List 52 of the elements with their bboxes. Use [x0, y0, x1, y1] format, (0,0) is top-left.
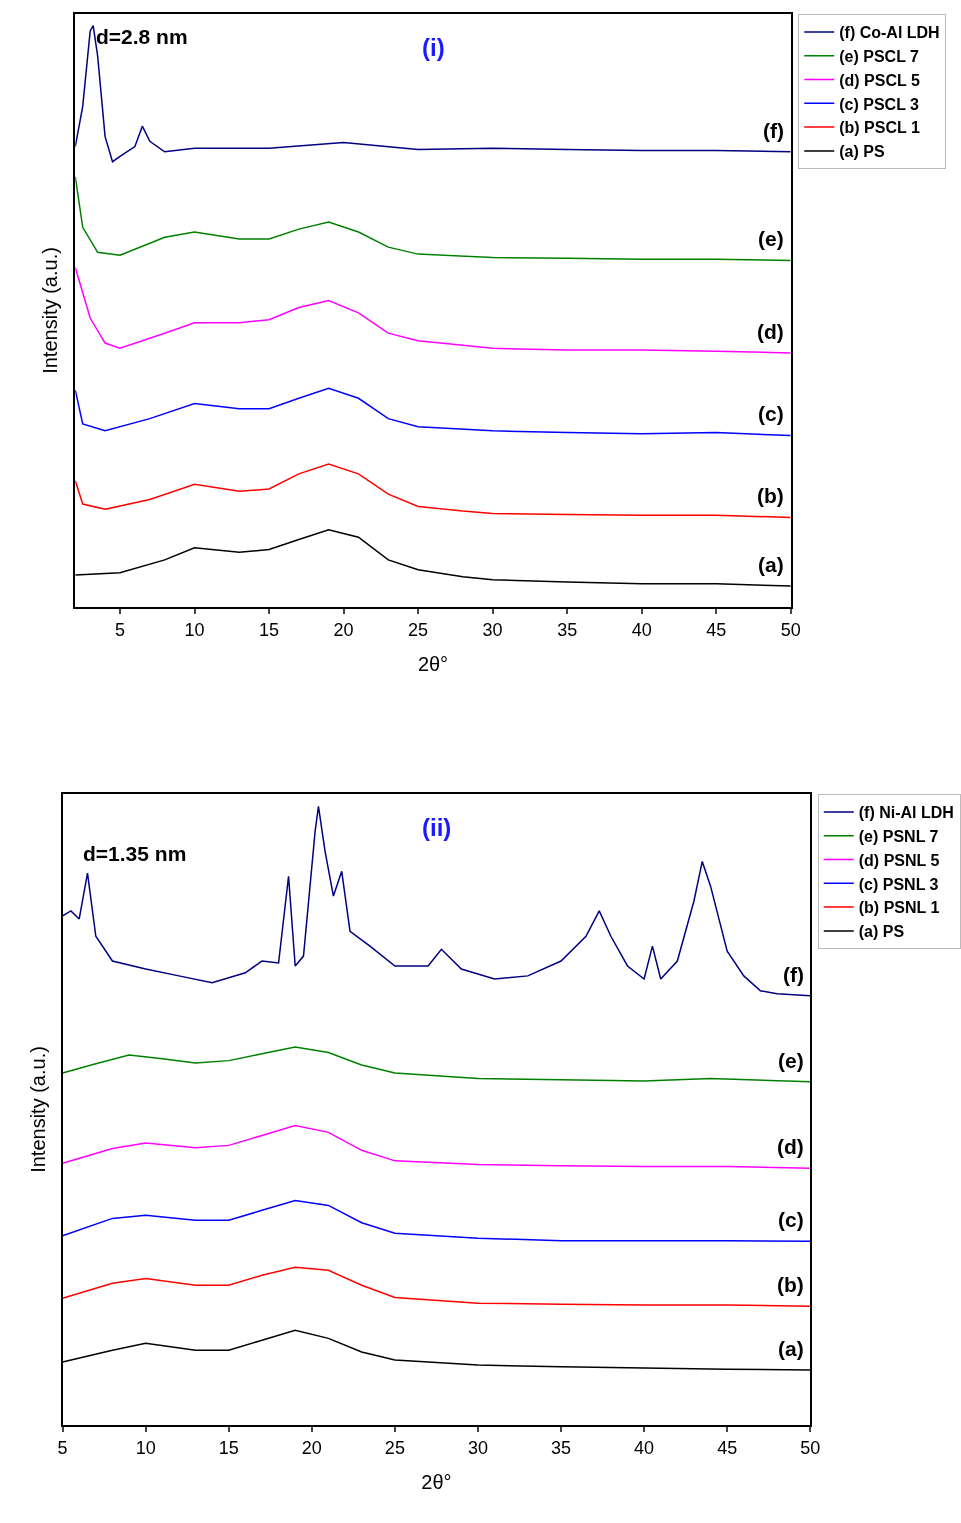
legend-label: (a) PS: [858, 923, 905, 941]
x-tick-label: 40: [631, 619, 652, 640]
legend-label: (a) PS: [839, 143, 885, 161]
x-tick-label: 40: [634, 1437, 655, 1458]
x-tick-label: 30: [482, 619, 503, 640]
annotation: (d): [777, 1135, 804, 1158]
x-axis-title: 2θ°: [417, 652, 449, 675]
legend-label: (b) PSNL 1: [858, 899, 940, 917]
legend-label: (e) PSNL 7: [858, 827, 939, 845]
x-tick-label: 20: [333, 619, 354, 640]
x-tick-label: 45: [717, 1437, 738, 1458]
legend-label: (b) PSCL 1: [839, 119, 920, 137]
x-tick-label: 50: [800, 1437, 821, 1458]
annotation: (e): [778, 1049, 804, 1072]
x-tick-label: 5: [57, 1437, 68, 1458]
x-tick-label: 35: [551, 1437, 572, 1458]
x-tick-label: 45: [706, 619, 727, 640]
x-tick-label: 30: [467, 1437, 488, 1458]
x-tick-label: 15: [259, 619, 280, 640]
x-tick-label: 10: [184, 619, 205, 640]
legend-label: (c) PSCL 3: [839, 95, 920, 113]
annotation: (ii): [422, 814, 452, 841]
annotation: (a): [758, 553, 784, 576]
annotation: (e): [758, 227, 784, 250]
y-axis-title: Intensity (a.u.): [39, 247, 62, 374]
x-tick-label: 50: [780, 619, 801, 640]
legend-label: (f) Ni-Al LDH: [858, 804, 954, 822]
annotation: (f): [783, 963, 804, 986]
annotation: d=1.35 nm: [83, 842, 187, 865]
annotation: d=2.8 nm: [96, 25, 188, 48]
x-tick-label: 10: [135, 1437, 156, 1458]
annotation: (c): [778, 1208, 804, 1231]
x-tick-label: 25: [384, 1437, 405, 1458]
x-tick-label: 35: [557, 619, 578, 640]
x-tick-label: 25: [408, 619, 429, 640]
legend-label: (d) PSNL 5: [858, 851, 940, 869]
x-tick-label: 15: [218, 1437, 239, 1458]
legend-label: (d) PSCL 5: [839, 71, 920, 89]
annotation: (a): [778, 1337, 804, 1360]
annotation: (c): [758, 402, 784, 425]
legend-label: (e) PSCL 7: [839, 47, 920, 65]
x-tick-label: 5: [114, 619, 125, 640]
annotation: (d): [757, 320, 784, 343]
annotation: (f): [763, 119, 784, 142]
annotation: (b): [757, 484, 784, 507]
x-tick-label: 20: [301, 1437, 322, 1458]
x-axis-title: 2θ°: [421, 1470, 452, 1493]
annotation: (b): [777, 1273, 804, 1296]
annotation: (i): [422, 34, 445, 61]
y-axis-title: Intensity (a.u.): [26, 1046, 49, 1173]
legend-label: (f) Co-Al LDH: [839, 24, 940, 42]
legend-label: (c) PSNL 3: [858, 875, 939, 893]
